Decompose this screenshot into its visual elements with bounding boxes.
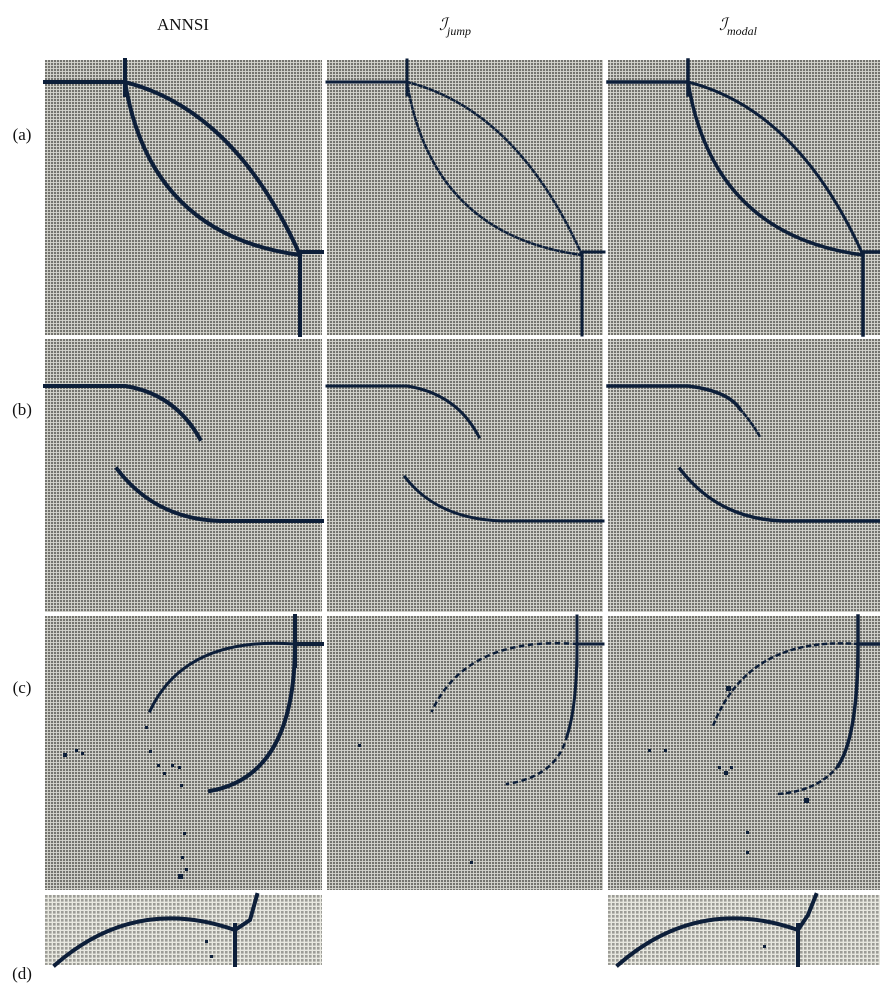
column-header: ℐmodal bbox=[719, 15, 758, 38]
symbol: ℐ bbox=[719, 15, 730, 34]
row-label: (b) bbox=[12, 400, 32, 419]
panel bbox=[325, 58, 606, 337]
subscript: jump bbox=[445, 24, 471, 38]
panel bbox=[45, 892, 322, 968]
panel bbox=[608, 614, 880, 890]
panel bbox=[327, 614, 605, 890]
symbol: ℐ bbox=[439, 15, 450, 34]
column-header: ℐjump bbox=[439, 15, 471, 38]
row-label: (d) bbox=[12, 964, 32, 983]
row-label: (c) bbox=[13, 678, 32, 697]
row-label: (a) bbox=[13, 125, 32, 144]
panel bbox=[606, 339, 880, 612]
panel bbox=[608, 892, 880, 968]
panel bbox=[43, 339, 324, 612]
panel bbox=[325, 339, 605, 612]
panel bbox=[606, 58, 880, 337]
subscript: modal bbox=[727, 24, 758, 38]
panel bbox=[43, 58, 324, 337]
column-header: ANNSI bbox=[157, 15, 209, 34]
panel bbox=[45, 614, 324, 890]
